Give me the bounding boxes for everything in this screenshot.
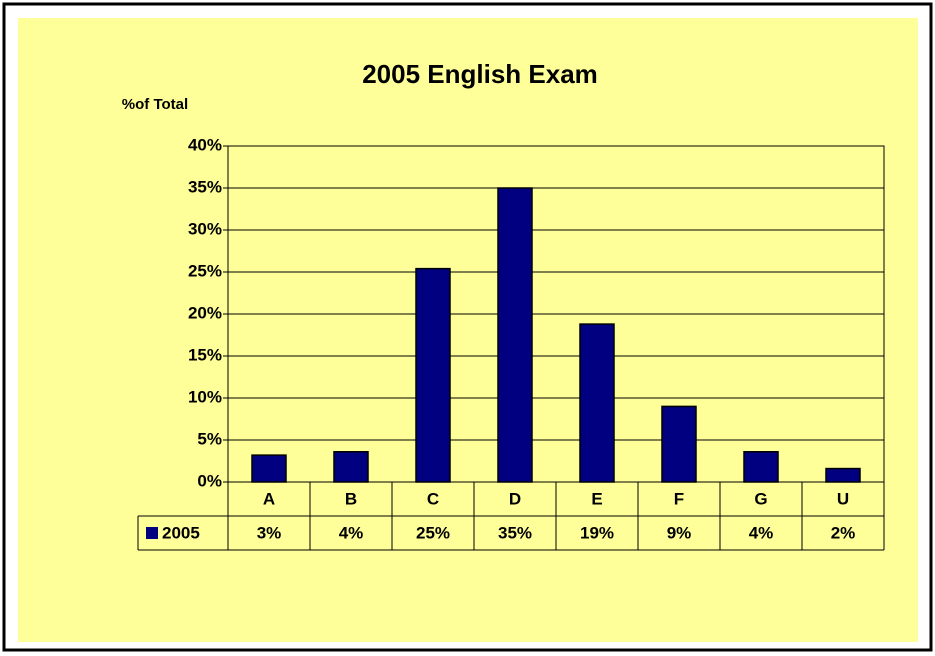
table-value: 2% (831, 523, 856, 542)
x-tick-label: G (754, 489, 767, 508)
x-tick-label: A (263, 489, 275, 508)
legend-label: 2005 (162, 523, 200, 542)
y-tick-label: 25% (188, 261, 222, 280)
y-axis-label: %of Total (122, 96, 188, 113)
x-tick-label: U (837, 489, 849, 508)
y-tick-label: 10% (188, 387, 222, 406)
y-tick-label: 15% (188, 345, 222, 364)
chart-background (18, 18, 918, 642)
bar (251, 454, 287, 483)
table-value: 3% (257, 523, 282, 542)
bar (661, 405, 697, 483)
table-value: 35% (498, 523, 532, 542)
x-tick-label: B (345, 489, 357, 508)
x-tick-label: C (427, 489, 439, 508)
table-value: 9% (667, 523, 692, 542)
table-value: 4% (339, 523, 364, 542)
bar (825, 467, 861, 483)
y-tick-label: 35% (188, 177, 222, 196)
y-tick-label: 0% (197, 471, 222, 490)
bar (415, 267, 451, 483)
bar (743, 451, 779, 483)
legend-swatch (146, 527, 158, 539)
y-tick-label: 5% (197, 429, 222, 448)
y-tick-label: 20% (188, 303, 222, 322)
bar (497, 187, 533, 483)
table-value: 25% (416, 523, 450, 542)
chart-title: 2005 English Exam (362, 59, 598, 89)
bar (579, 323, 615, 483)
table-value: 4% (749, 523, 774, 542)
x-tick-label: D (509, 489, 521, 508)
x-tick-label: F (674, 489, 684, 508)
table-value: 19% (580, 523, 614, 542)
bar (333, 451, 369, 483)
x-tick-label: E (591, 489, 602, 508)
y-tick-label: 30% (188, 219, 222, 238)
y-tick-label: 40% (188, 135, 222, 154)
